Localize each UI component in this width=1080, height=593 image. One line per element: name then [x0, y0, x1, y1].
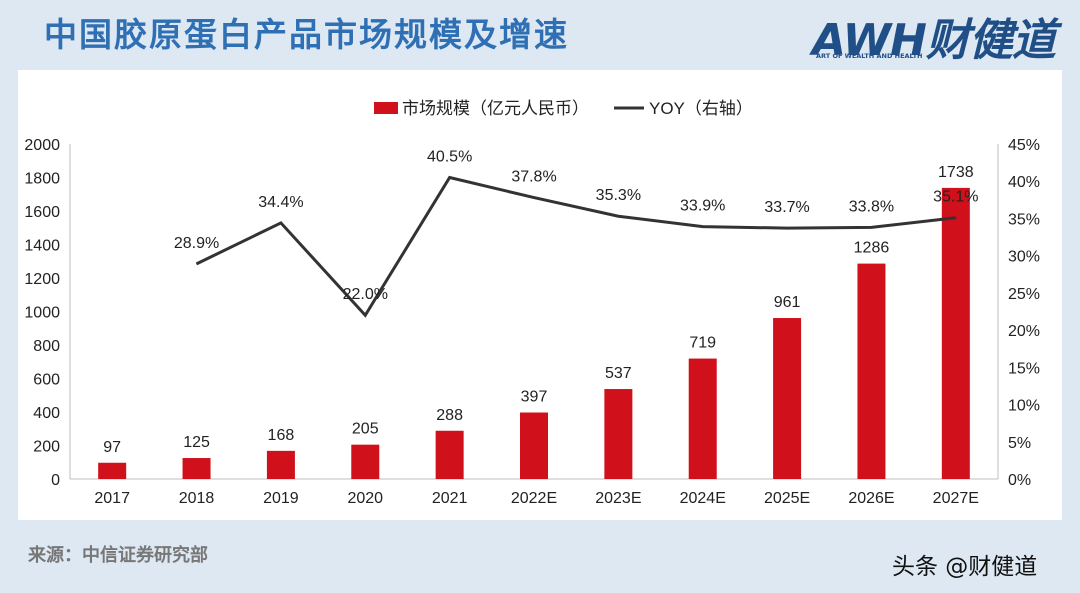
- y-tick-label: 1600: [24, 204, 60, 221]
- bar-value-label: 537: [605, 365, 632, 382]
- bar-value-label: 205: [352, 421, 379, 438]
- y-tick-label: 400: [33, 405, 60, 422]
- brand-logo: AWH财健道 ART OF WEALTH AND HEALTH: [812, 4, 1057, 66]
- axes: 0 200 400 600 800 1000 1200 1400 1600 1800 2000 0% 5…: [24, 137, 1040, 507]
- y2-tick-label: 30%: [1008, 249, 1040, 266]
- legend-bar-label: 市场规模（亿元人民币）: [402, 99, 589, 118]
- yoy-series: 28.9% 34.4% 22.0% 40.5% 37.8% 35.3% 33.9% 33.7%…: [174, 149, 979, 318]
- chart-panel: 市场规模（亿元人民币） YOY（右轴） 0 200 400 600 800 1000 120…: [18, 70, 1062, 520]
- yoy-point: [955, 217, 957, 219]
- bar: [98, 462, 127, 479]
- yoy-point: [449, 177, 451, 178]
- legend-line-label: YOY（右轴）: [649, 99, 753, 118]
- bar: [773, 318, 802, 479]
- source-note: 来源：中信证券研究部: [28, 545, 208, 566]
- y-tick-label: 600: [33, 372, 60, 389]
- bar-series: 97 125 168 205 288 397 537 719 961 1286 1738: [98, 164, 974, 479]
- x-tick-label: 2022E: [511, 490, 557, 507]
- bar-value-label: 961: [774, 294, 801, 311]
- bar: [941, 187, 970, 479]
- y-tick-label: 1400: [24, 238, 60, 255]
- y2-tick-label: 35%: [1008, 211, 1040, 228]
- yoy-value-label: 33.8%: [849, 198, 894, 215]
- yoy-value-label: 35.1%: [933, 189, 978, 206]
- y2-tick-label: 45%: [1008, 137, 1040, 154]
- bar-value-label: 719: [689, 335, 716, 352]
- legend: 市场规模（亿元人民币） YOY（右轴）: [374, 99, 753, 118]
- yoy-point: [280, 222, 282, 224]
- y2-tick-label: 20%: [1008, 323, 1040, 340]
- x-tick-label: 2023E: [595, 490, 641, 507]
- bar: [435, 430, 464, 479]
- x-tick-label: 2020: [347, 490, 383, 507]
- y2-tick-label: 15%: [1008, 360, 1040, 377]
- bar-value-label: 168: [268, 427, 295, 444]
- x-tick-label: 2018: [179, 490, 215, 507]
- bar: [266, 450, 295, 479]
- bar: [520, 412, 548, 479]
- y-tick-label: 200: [33, 439, 60, 456]
- yoy-point: [617, 215, 619, 217]
- x-tick-label: 2017: [94, 490, 130, 507]
- bar-value-label: 125: [183, 434, 210, 451]
- yoy-point: [870, 226, 872, 228]
- y2-tick-label: 10%: [1008, 398, 1040, 415]
- x-tick-label: 2024E: [680, 490, 726, 507]
- y2-tick-label: 0%: [1008, 472, 1031, 489]
- y-tick-label: 1800: [24, 171, 60, 188]
- yoy-point: [786, 227, 788, 229]
- bar-value-label: 97: [103, 439, 121, 456]
- x-tick-label: 2021: [432, 490, 468, 507]
- yoy-value-label: 33.9%: [680, 198, 725, 215]
- yoy-value-label: 35.3%: [596, 187, 641, 204]
- watermark: 头条 @财健道: [892, 554, 1038, 580]
- x-tick-label: 2019: [263, 490, 299, 507]
- market-size-chart: 市场规模（亿元人民币） YOY（右轴） 0 200 400 600 800 1000 120…: [24, 99, 1040, 507]
- y2-tick-label: 40%: [1008, 174, 1040, 191]
- y2-tick-label: 5%: [1008, 435, 1031, 452]
- bar-value-label: 288: [436, 407, 463, 424]
- yoy-point: [364, 314, 366, 316]
- yoy-value-label: 28.9%: [174, 235, 219, 252]
- bar: [182, 458, 211, 479]
- legend-bar-swatch: [374, 102, 398, 114]
- logo-text: AWH财健道: [812, 15, 1056, 66]
- bar: [857, 263, 886, 479]
- logo-subtitle: ART OF WEALTH AND HEALTH: [816, 52, 923, 60]
- y-tick-label: 0: [51, 472, 60, 489]
- yoy-point: [533, 197, 535, 199]
- bar-value-label: 1738: [938, 164, 974, 181]
- x-tick-label: 2027E: [933, 490, 979, 507]
- x-tick-label: 2025E: [764, 490, 810, 507]
- y2-tick-label: 25%: [1008, 286, 1040, 303]
- yoy-value-label: 22.0%: [343, 286, 388, 303]
- bar: [351, 444, 380, 479]
- yoy-point: [196, 263, 198, 265]
- yoy-value-label: 40.5%: [427, 149, 472, 166]
- x-tick-label: 2026E: [848, 490, 894, 507]
- y-tick-label: 800: [33, 338, 60, 355]
- bar-value-label: 397: [521, 389, 548, 406]
- yoy-value-label: 34.4%: [258, 194, 303, 211]
- page-title: 中国胶原蛋白产品市场规模及增速: [44, 15, 569, 54]
- yoy-value-label: 37.8%: [511, 169, 556, 186]
- bar: [688, 358, 717, 479]
- y-tick-label: 1000: [24, 305, 60, 322]
- yoy-point: [702, 226, 704, 228]
- y-tick-label: 1200: [24, 271, 60, 288]
- y-tick-label: 2000: [24, 137, 60, 154]
- yoy-value-label: 33.7%: [764, 199, 809, 216]
- bar: [604, 389, 633, 479]
- yoy-line: [195, 175, 956, 318]
- bar-value-label: 1286: [854, 240, 890, 257]
